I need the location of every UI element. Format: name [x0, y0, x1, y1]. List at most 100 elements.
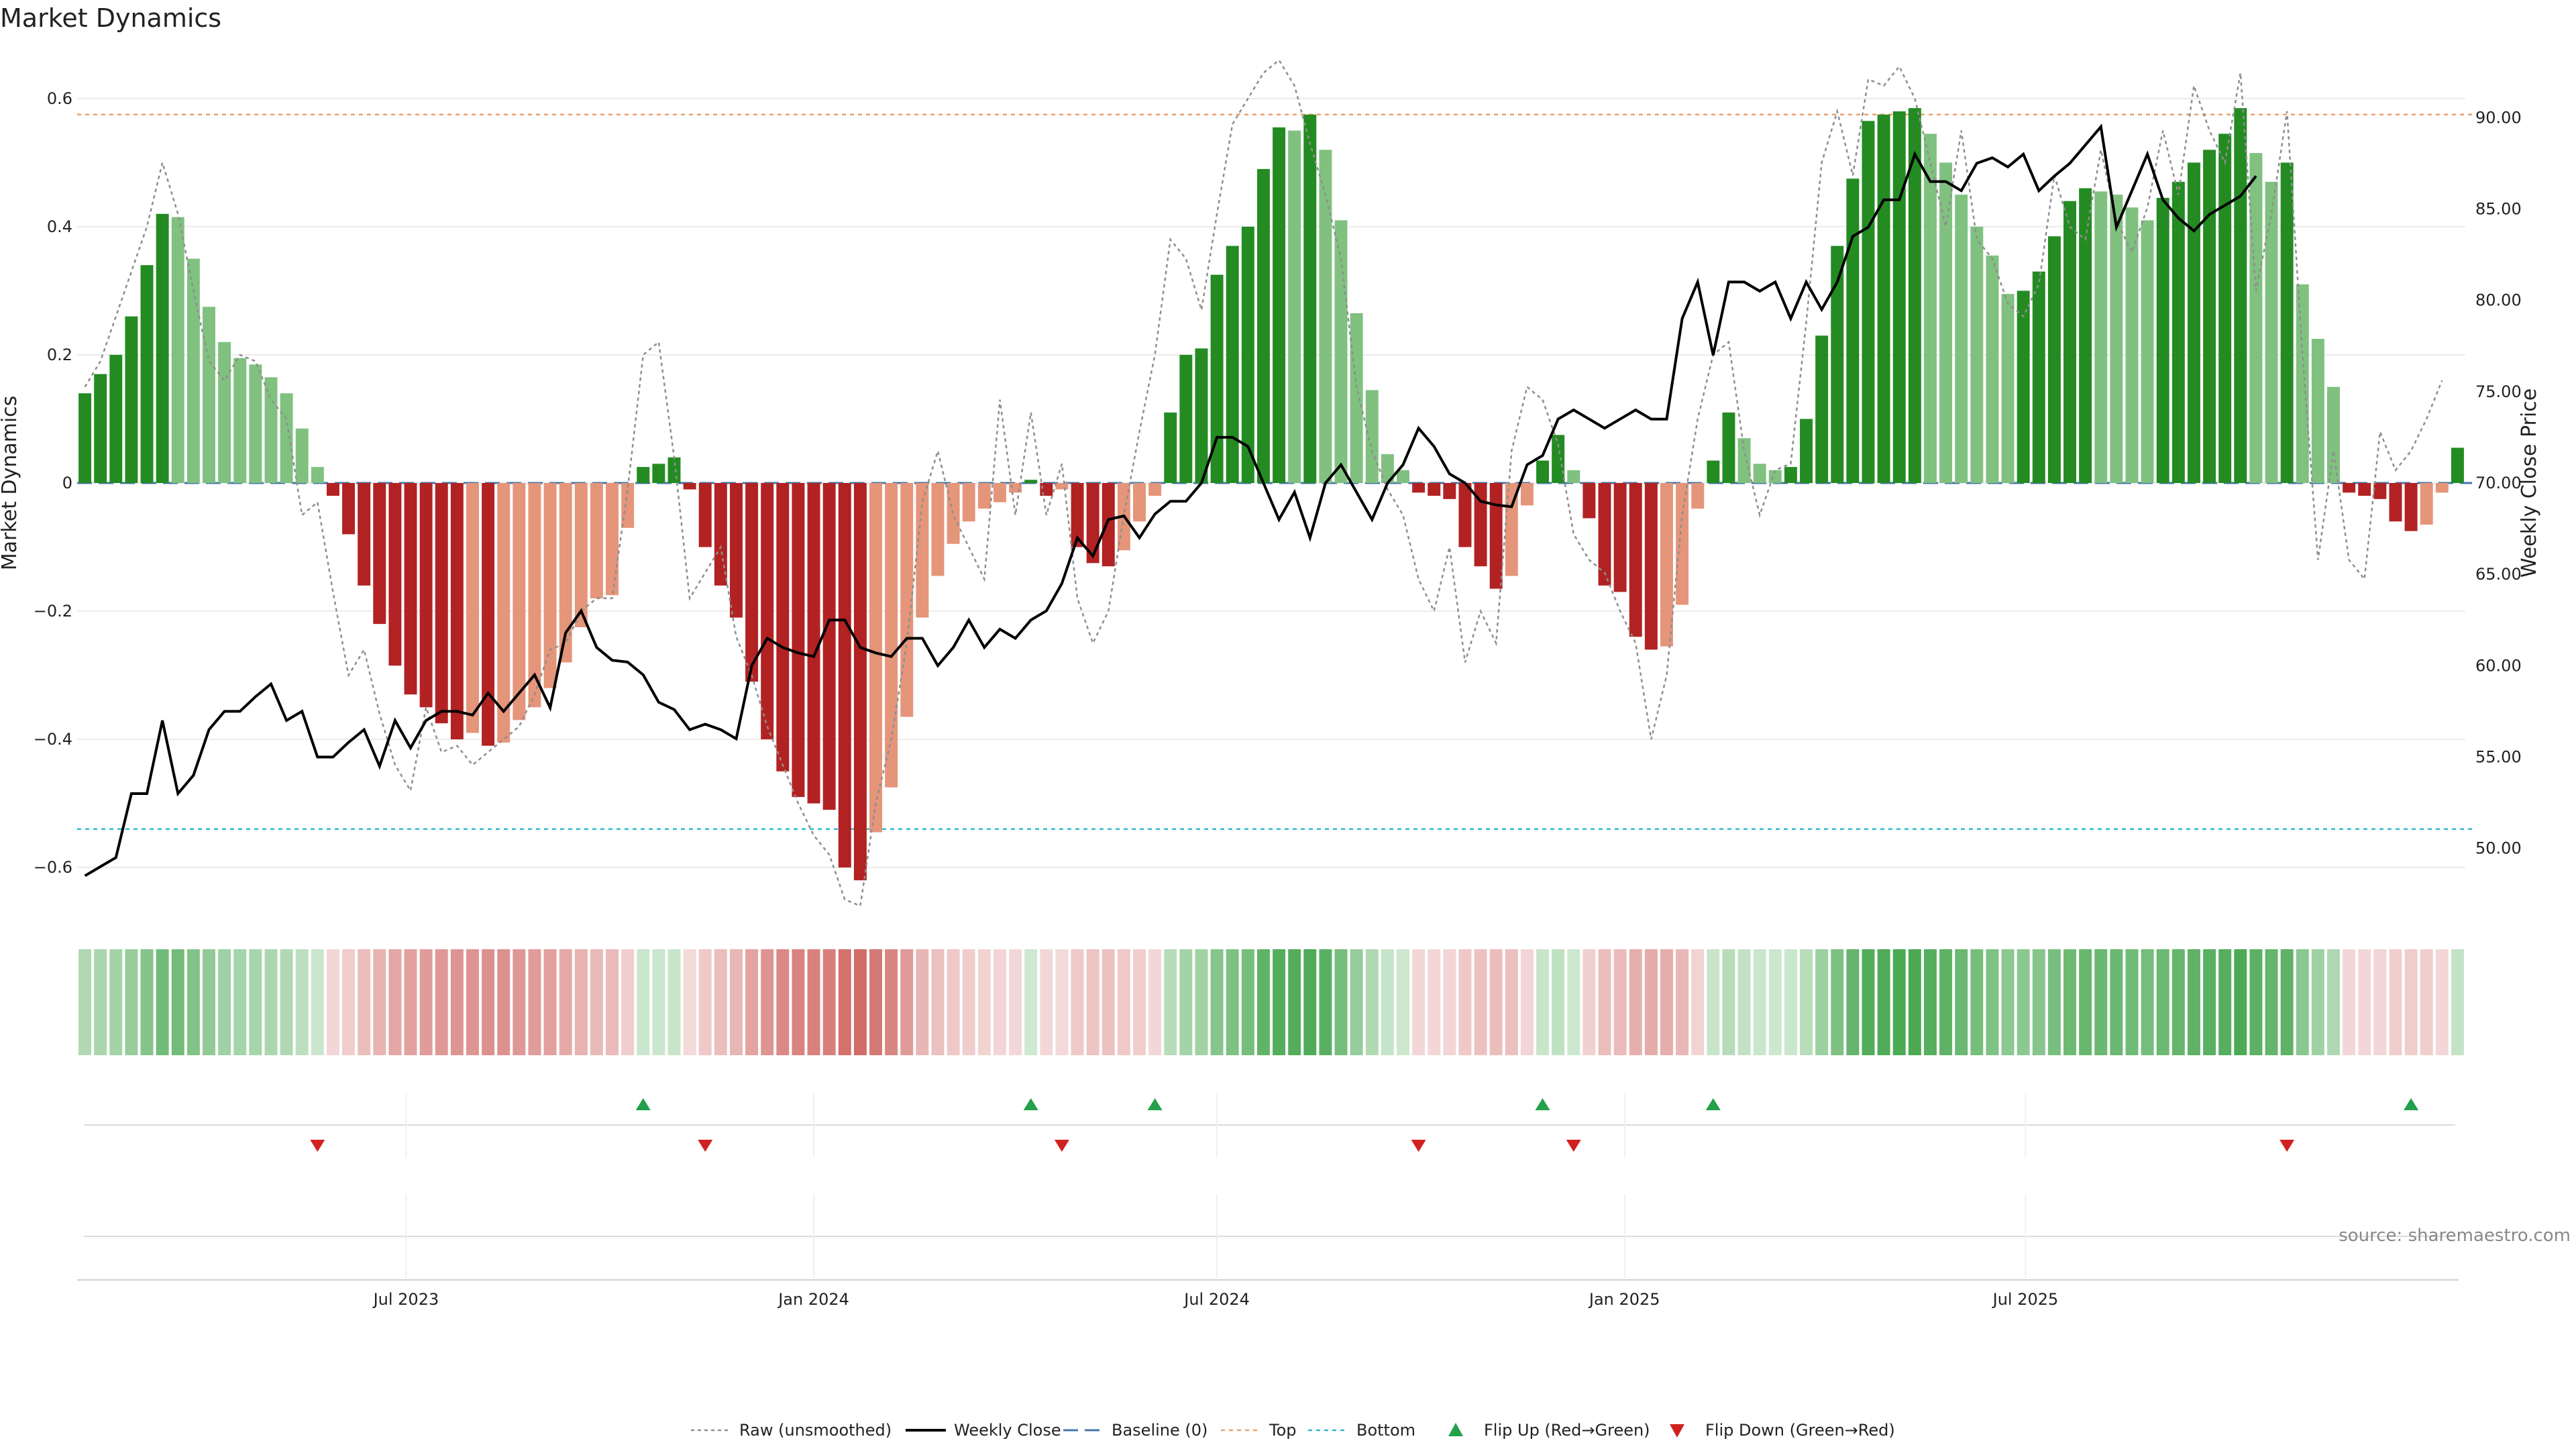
dynamics-bar — [1598, 483, 1611, 586]
dynamics-bar — [1831, 246, 1844, 483]
right-tick-label: 80.00 — [2475, 291, 2522, 310]
heat-cell — [218, 949, 231, 1055]
left-tick-label: 0.2 — [47, 345, 72, 364]
dynamics-bar — [637, 467, 650, 483]
dynamics-bar — [667, 457, 681, 483]
heat-cell — [2404, 949, 2418, 1055]
heat-cell — [2280, 949, 2294, 1055]
dynamics-bar — [2218, 133, 2232, 484]
legend-item: Flip Up (Red→Green) — [1448, 1421, 1650, 1440]
legend-swatch-flip-down — [1670, 1424, 1684, 1438]
heat-cell — [1164, 949, 1177, 1055]
dynamics-bar — [1676, 483, 1689, 605]
dynamics-bar — [1288, 130, 1301, 484]
dynamics-bar — [2094, 191, 2108, 483]
weekly-close-line — [84, 123, 2257, 877]
heat-cell — [931, 949, 945, 1055]
heat-cell — [900, 949, 914, 1055]
heat-cell — [404, 949, 417, 1055]
heat-cell — [2358, 949, 2371, 1055]
heat-cell — [1256, 949, 1270, 1055]
dynamics-bar — [1365, 390, 1379, 483]
dynamics-bar — [1753, 464, 1766, 483]
dynamics-bar — [311, 467, 324, 483]
dynamics-bar — [94, 374, 107, 483]
dynamics-bar — [125, 316, 138, 483]
dynamics-bar — [326, 483, 339, 496]
heat-cell — [1009, 949, 1022, 1055]
heat-cell — [435, 949, 448, 1055]
heat-cell — [1815, 949, 1829, 1055]
heat-cell — [2017, 949, 2030, 1055]
right-axis-label: Weekly Close Price — [2518, 388, 2541, 578]
weekly-close-path — [84, 123, 2257, 877]
dynamics-bar — [1273, 127, 1286, 483]
dynamics-bar — [1877, 114, 1890, 483]
heat-cell — [2451, 949, 2464, 1055]
heat-cell — [1055, 949, 1069, 1055]
dynamics-bar — [745, 483, 759, 682]
dynamics-bar — [295, 428, 309, 483]
heat-cell — [1428, 949, 1441, 1055]
heat-cell — [761, 949, 774, 1055]
heat-cell — [947, 949, 960, 1055]
dynamics-bar — [698, 483, 712, 547]
dynamics-bar — [1428, 483, 1441, 496]
heat-cell — [543, 949, 557, 1055]
flip-down-marker — [1566, 1140, 1581, 1152]
heat-cell — [186, 949, 200, 1055]
heat-cell — [2435, 949, 2449, 1055]
heat-cell — [1071, 949, 1084, 1055]
flip-markers-panel — [84, 1093, 2455, 1157]
dynamics-bar — [792, 483, 805, 798]
dynamics-bar — [482, 483, 495, 746]
heat-cell — [962, 949, 975, 1055]
dynamics-bar — [1148, 483, 1162, 496]
dynamics-bar — [1303, 114, 1317, 483]
heat-cell — [574, 949, 588, 1055]
heat-cell — [388, 949, 402, 1055]
legend-label: Raw (unsmoothed) — [739, 1421, 892, 1440]
heat-cell — [2094, 949, 2108, 1055]
dynamics-bar — [1055, 483, 1069, 490]
left-tick-label: 0.6 — [47, 89, 72, 108]
heat-cell — [776, 949, 790, 1055]
source-credit: source: sharemaestro.com — [2339, 1226, 2571, 1246]
dynamics-bar — [1256, 168, 1270, 483]
heat-cell — [1273, 949, 1286, 1055]
dynamics-bar — [2141, 220, 2154, 483]
dynamics-bar — [869, 483, 882, 833]
empty-panel — [77, 1194, 2459, 1281]
flip-down-marker — [1054, 1140, 1069, 1152]
heat-cell — [621, 949, 635, 1055]
dynamics-bar — [2171, 182, 2185, 483]
legend-item: Baseline (0) — [1063, 1421, 1208, 1440]
dynamics-bar — [2404, 483, 2418, 531]
heat-cell — [667, 949, 681, 1055]
right-tick-label: 65.00 — [2475, 565, 2522, 584]
dynamics-bar — [1846, 178, 1860, 483]
heat-cell — [1892, 949, 1906, 1055]
chart-legend: Raw (unsmoothed) Weekly Close Baseline (0)… — [691, 1421, 1895, 1440]
dynamics-bar — [621, 483, 635, 528]
heat-cell — [1644, 949, 1658, 1055]
heat-cell — [1862, 949, 1875, 1055]
heat-cell — [2125, 949, 2139, 1055]
heat-cell — [1676, 949, 1689, 1055]
heat-cell — [2327, 949, 2340, 1055]
x-tick-label: Jul 2024 — [1183, 1290, 1250, 1309]
dynamics-bar — [2249, 153, 2263, 484]
heat-cell — [1319, 949, 1332, 1055]
heat-cell — [140, 949, 154, 1055]
heat-cell — [1443, 949, 1456, 1055]
heat-cell — [373, 949, 386, 1055]
x-axis-ticks: Jul 2023 Jan 2024 Jul 2024 Jan 2025 Jul 2025 — [372, 1290, 2059, 1309]
legend-label: Weekly Close — [954, 1421, 1061, 1440]
dynamics-bar — [1040, 483, 1053, 496]
heat-cell — [1707, 949, 1720, 1055]
dynamics-bar — [528, 483, 541, 708]
left-tick-label: −0.2 — [34, 602, 72, 621]
heat-cell — [233, 949, 247, 1055]
heat-cell — [1133, 949, 1146, 1055]
